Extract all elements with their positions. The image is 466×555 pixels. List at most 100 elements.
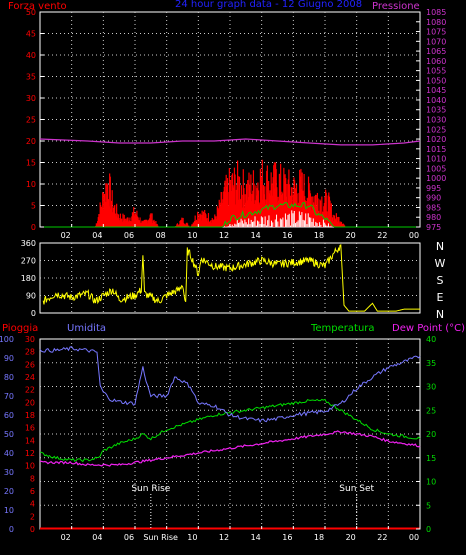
pressure-tick-label: 985	[426, 203, 441, 212]
humidity-line	[39, 346, 421, 423]
temperature-line	[39, 398, 421, 463]
temperature-tick-label: 5	[426, 501, 431, 510]
rain-tick-label: 16	[25, 424, 35, 433]
panel3-marks	[39, 346, 421, 530]
pressure-tick-label: 1030	[426, 116, 446, 125]
rain-tick-label: 20	[25, 398, 35, 407]
x-tick-label: 10	[187, 231, 197, 240]
direction-tick-label: 360	[21, 239, 36, 248]
panel1-x-axis: 02 04 06 08 10 12 14 16 18 20 22 00	[61, 224, 421, 240]
rain-tick-label: 6	[30, 487, 35, 496]
dewpoint-label: Dew Point (°C)	[392, 323, 465, 334]
pressure-tick-label: 990	[426, 194, 441, 203]
pressure-tick-label: 975	[426, 223, 441, 232]
rain-tick-label: 24	[25, 373, 35, 382]
x-tick-label: 12	[219, 231, 229, 240]
wind-tick-label: 20	[26, 137, 36, 146]
rain-tick-label: 10	[25, 462, 35, 471]
pressure-tick-label: 1050	[426, 76, 446, 85]
pressure-tick-label: 1040	[426, 96, 446, 105]
humidity-tick-label: 40	[4, 449, 14, 458]
pressure-tick-label: 980	[426, 213, 441, 222]
wind-tick-label: 30	[26, 94, 36, 103]
x-tick-label: 12	[219, 533, 229, 542]
compass-label: N	[436, 308, 444, 321]
dewpoint-line	[39, 430, 421, 467]
x-tick-label: 06	[124, 231, 134, 240]
wind-tick-label: 5	[31, 202, 36, 211]
direction-tick-label: 180	[21, 274, 36, 283]
panel2-marks	[42, 244, 420, 312]
humidity-tick-label: 30	[4, 468, 14, 477]
x-tick-label: Sun Rise	[143, 533, 178, 542]
wind-direction-line	[42, 244, 420, 312]
compass-label: E	[437, 291, 444, 304]
wind-tick-label: 50	[26, 8, 36, 17]
x-tick-label: 22	[377, 231, 387, 240]
compass-label: W	[435, 257, 446, 270]
pressure-tick-label: 1005	[426, 164, 446, 173]
wind-tick-label: 15	[26, 159, 36, 168]
pressure-tick-label: 1080	[426, 18, 446, 27]
humidity-tick-label: 70	[4, 392, 14, 401]
x-tick-label: 14	[251, 533, 261, 542]
pressure-tick-label: 1025	[426, 125, 446, 134]
x-tick-label: 20	[346, 231, 356, 240]
x-tick-label: 10	[187, 533, 197, 542]
temperature-label: Temperatura	[310, 323, 375, 334]
humidity-label: Umidita	[67, 323, 106, 334]
x-tick-label: 20	[346, 533, 356, 542]
pressure-tick-label: 1010	[426, 155, 446, 164]
panel3-x-axis: 02 04 06 Sun Rise 10 12 14 16 18 20 22 00	[61, 526, 421, 542]
pressure-tick-label: 1085	[426, 8, 446, 17]
rain-tick-label: 28	[25, 348, 35, 357]
humidity-axis: 0 10 20 30 40 50 60 70 80 90 100	[0, 335, 14, 534]
rain-tick-label: 14	[25, 436, 35, 445]
rain-label: Pioggia	[2, 323, 38, 334]
x-tick-label: 02	[61, 533, 71, 542]
pressure-tick-label: 1075	[426, 28, 446, 37]
humidity-tick-label: 50	[4, 430, 14, 439]
panel2-left-axis: 0 90 180 270 360	[21, 239, 36, 318]
pressure-tick-label: 1055	[426, 67, 446, 76]
compass-label: S	[437, 274, 444, 287]
humidity-tick-label: 90	[4, 354, 14, 363]
x-tick-label: 18	[314, 533, 324, 542]
x-tick-label: 16	[282, 231, 292, 240]
temperature-tick-label: 40	[426, 335, 436, 344]
temperature-tick-label: 35	[426, 359, 436, 368]
humidity-tick-label: 60	[4, 411, 14, 420]
sun-markers: Sun Rise Sun Set	[131, 484, 375, 529]
sunrise-label: Sun Rise	[131, 484, 170, 494]
rain-tick-label: 18	[25, 411, 35, 420]
panel3-grid	[40, 339, 420, 529]
panel1-right-axis: 9759809859909951000100510101015102010251…	[416, 8, 446, 232]
pressure-tick-label: 1065	[426, 47, 446, 56]
humidity-tick-label: 10	[4, 506, 14, 515]
wind-speed-label: Forza vento	[8, 1, 67, 12]
pressure-tick-label: 1020	[426, 135, 446, 144]
pressure-tick-label: 1070	[426, 37, 446, 46]
x-tick-label: 18	[314, 231, 324, 240]
direction-tick-label: 90	[26, 292, 36, 301]
temperature-tick-label: 10	[426, 478, 436, 487]
wind-tick-label: 35	[26, 73, 36, 82]
humidity-tick-label: 0	[9, 525, 14, 534]
wind-tick-label: 0	[31, 223, 36, 232]
temperature-tick-label: 0	[426, 525, 431, 534]
direction-tick-label: 270	[21, 257, 36, 266]
x-tick-label: 04	[92, 533, 102, 542]
humidity-tick-label: 100	[0, 335, 14, 344]
rain-tick-label: 12	[25, 449, 35, 458]
wind-tick-label: 25	[26, 116, 36, 125]
panel1-grid	[40, 12, 420, 227]
humidity-tick-label: 20	[4, 487, 14, 496]
temperature-tick-label: 25	[426, 406, 436, 415]
pressure-label: Pressione	[372, 1, 420, 12]
rain-tick-label: 8	[30, 474, 35, 483]
rain-tick-label: 22	[25, 386, 35, 395]
x-tick-label: 04	[92, 231, 102, 240]
humidity-tick-label: 80	[4, 373, 14, 382]
pressure-tick-label: 1045	[426, 86, 446, 95]
